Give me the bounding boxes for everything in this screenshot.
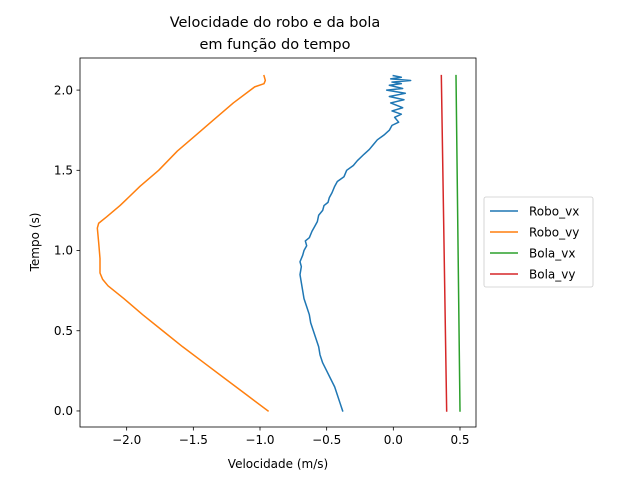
y-tick-label: 1.0 [54,244,73,258]
x-tick-label: −1.0 [245,433,274,447]
legend-label-robo-vy: Robo_vy [529,225,579,239]
legend: Robo_vx Robo_vy Bola_vx Bola_vy [483,196,594,288]
chart-title-line-2: em função do tempo [200,37,351,53]
x-axis-label: Velocidade (m/s) [228,457,328,471]
y-axis-label: Tempo (s) [28,213,42,273]
series-line-bola-vx [455,74,461,412]
x-tick-label: 0.0 [384,433,403,447]
legend-label-bola-vx: Bola_vx [529,246,575,260]
legend-frame [483,196,594,288]
x-tick-label: 0.5 [450,433,469,447]
y-tick-label: 2.0 [54,83,73,97]
legend-label-robo-vx: Robo_vx [529,204,579,218]
y-axis-ticks: 0.0 0.5 1.0 1.5 2.0 [54,83,80,418]
plot-frame [79,57,477,428]
y-tick-label: 0.0 [54,404,73,418]
chart-title-line-1: Velocidade do robo e da bola [170,15,381,31]
x-tick-label: −2.0 [112,433,141,447]
series-line-bola-vy [440,74,448,412]
x-tick-label: −0.5 [312,433,341,447]
x-axis-ticks: −2.0 −1.5 −1.0 −0.5 0.0 0.5 [112,427,470,447]
y-tick-label: 1.5 [54,164,73,178]
x-tick-label: −1.5 [179,433,208,447]
plot-lines [96,74,461,413]
series-line-robo-vx [299,74,412,412]
legend-label-bola-vy: Bola_vy [529,267,575,281]
series-line-robo-vy [96,74,270,413]
y-tick-label: 0.5 [54,324,73,338]
